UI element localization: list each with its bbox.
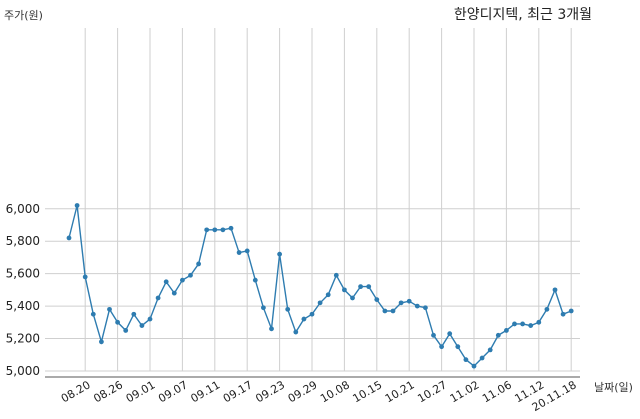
data-point <box>358 284 363 290</box>
data-point <box>252 277 258 283</box>
y-tick-label: 5,000 <box>6 364 40 378</box>
data-point <box>204 227 210 233</box>
data-point <box>196 261 202 267</box>
data-point <box>504 328 509 333</box>
x-tick-label: 08.20 <box>59 378 93 405</box>
data-point <box>479 355 485 361</box>
x-tick-label: 10.15 <box>351 378 385 405</box>
series-price <box>66 203 574 369</box>
data-point <box>301 316 307 322</box>
y-tick-label: 5,800 <box>6 234 40 248</box>
data-point <box>66 235 72 241</box>
chart-title: 한양디지텍, 최근 3개월 <box>454 7 592 23</box>
data-point <box>212 227 218 233</box>
data-point <box>447 331 453 337</box>
y-tick-label: 6,000 <box>6 202 40 216</box>
data-point <box>342 287 347 293</box>
data-point <box>544 306 550 312</box>
data-point <box>285 306 291 312</box>
data-point <box>99 339 104 345</box>
grid <box>45 28 580 372</box>
data-point <box>471 363 477 369</box>
data-point <box>309 311 315 317</box>
data-point <box>220 227 226 233</box>
data-point <box>423 305 428 311</box>
data-point <box>560 311 566 317</box>
x-tick-label: 10.27 <box>415 378 449 405</box>
data-point <box>552 287 558 293</box>
data-point <box>155 295 161 301</box>
data-point <box>431 332 436 338</box>
x-tick-label: 09.01 <box>124 378 158 405</box>
x-tick-label: 11.06 <box>480 378 514 405</box>
data-point <box>406 298 412 304</box>
data-point <box>131 311 137 317</box>
data-point <box>333 272 339 278</box>
data-point <box>325 292 331 298</box>
data-point <box>82 274 88 280</box>
data-point <box>536 319 542 325</box>
data-point <box>261 305 266 311</box>
data-point <box>374 297 380 303</box>
data-point <box>382 308 388 314</box>
x-tick-label: 10.21 <box>383 378 417 405</box>
data-point <box>455 344 461 350</box>
data-point <box>139 323 145 328</box>
data-point <box>568 308 574 314</box>
data-point <box>269 326 274 332</box>
data-point <box>107 306 112 312</box>
data-point <box>123 328 129 333</box>
data-point <box>390 308 396 314</box>
data-point <box>293 329 299 335</box>
x-tick-label: 09.11 <box>189 378 223 405</box>
data-point <box>520 321 525 327</box>
data-point <box>398 300 404 306</box>
data-point <box>90 311 96 317</box>
x-tick-labels: 08.2008.2609.0109.0709.1109.1709.2309.29… <box>59 378 579 414</box>
data-point <box>171 290 177 296</box>
data-point <box>317 300 323 306</box>
x-tick-label: 09.07 <box>156 378 190 405</box>
data-point <box>147 316 153 322</box>
data-point <box>414 303 420 309</box>
data-point <box>115 319 120 325</box>
price-line <box>68 205 572 368</box>
x-tick-label: 09.29 <box>286 378 320 405</box>
x-axis-label: 날짜(일) <box>594 380 633 394</box>
data-point <box>512 321 517 327</box>
data-point <box>277 251 282 257</box>
x-tick-label: 10.08 <box>318 378 352 405</box>
data-point <box>366 284 372 290</box>
data-point <box>188 272 193 278</box>
data-point <box>244 248 250 254</box>
data-point <box>463 357 469 363</box>
x-tick-label: 09.23 <box>253 378 287 405</box>
data-point <box>228 225 234 231</box>
data-point <box>180 277 185 283</box>
y-tick-labels: 5,000 5,200 5,400 5,600 5,800 6,000 <box>6 202 40 378</box>
data-point <box>495 332 501 338</box>
data-point <box>439 344 444 350</box>
y-tick-label: 5,200 <box>6 332 40 346</box>
data-point <box>236 250 242 255</box>
y-tick-label: 5,400 <box>6 299 40 313</box>
x-tick-label: 08.26 <box>91 378 125 405</box>
x-tick-label: 09.17 <box>221 378 255 405</box>
data-point <box>163 279 169 285</box>
y-axis-label: 주가(원) <box>4 9 43 22</box>
data-point <box>350 295 355 301</box>
data-point <box>487 347 493 353</box>
data-point <box>528 323 534 328</box>
x-tick-label: 11.02 <box>448 378 482 405</box>
y-tick-label: 5,600 <box>6 267 40 281</box>
data-point <box>74 203 80 208</box>
